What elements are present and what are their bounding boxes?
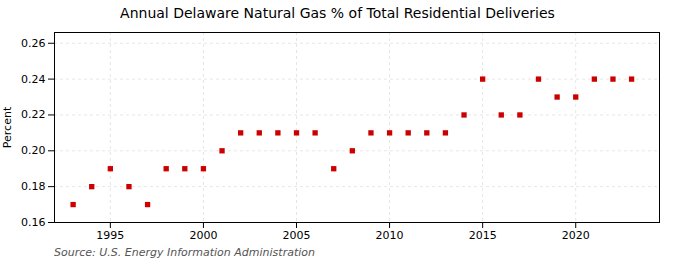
svg-text:0.18: 0.18 — [21, 180, 46, 193]
html-text:Source: U.S. Energy Informatio: Source: U.S. Energy Information Administ… — [54, 246, 315, 259]
svg-text:0.16: 0.16 — [21, 216, 46, 229]
svg-text:0.22: 0.22 — [21, 108, 46, 121]
svg-text:0.20: 0.20 — [21, 144, 46, 157]
svg-text:2020: 2020 — [562, 229, 590, 242]
html-text:Annual Delaware Natural Gas %: Annual Delaware Natural Gas % of Total R… — [120, 5, 555, 21]
svg-text:2015: 2015 — [469, 229, 497, 242]
svg-text:1995: 1995 — [96, 229, 124, 242]
svg-text:Percent: Percent — [1, 106, 14, 148]
svg-text:2000: 2000 — [189, 229, 217, 242]
svg-text:0.26: 0.26 — [21, 37, 46, 50]
svg-text:2005: 2005 — [283, 229, 311, 242]
svg-text:0.24: 0.24 — [21, 73, 46, 86]
svg-text:2010: 2010 — [376, 229, 404, 242]
